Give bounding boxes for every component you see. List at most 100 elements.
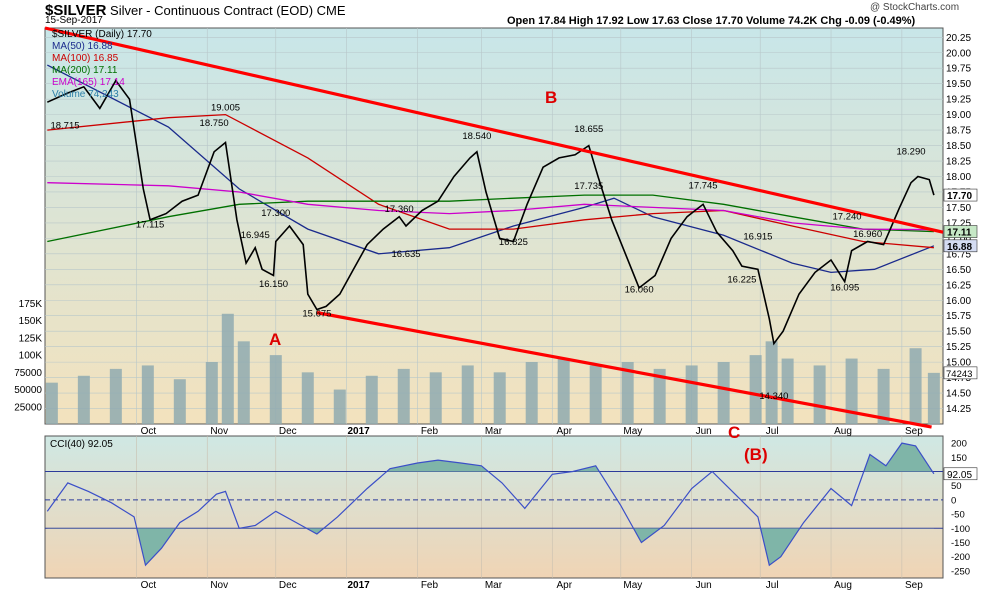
volume-bar — [237, 341, 250, 424]
price-tick-label: 18.50 — [946, 141, 971, 152]
cci-tick-label: 0 — [951, 495, 956, 506]
volume-bar — [77, 375, 90, 424]
axis-value-text: 17.70 — [947, 191, 972, 202]
volume-bar — [653, 368, 666, 424]
price-tick-label: 14.50 — [946, 389, 971, 400]
volume-bar — [493, 372, 506, 424]
volume-bar — [269, 355, 282, 424]
cci-x-tick-label: Feb — [421, 580, 439, 591]
cci-panel-bg — [44, 435, 944, 579]
price-x-tick-label: Jun — [696, 426, 712, 437]
cci-x-tick-label: Mar — [485, 580, 503, 591]
price-tick-label: 17.00 — [946, 234, 971, 245]
volume-bar — [557, 358, 570, 424]
price-label: 16.095 — [830, 282, 859, 293]
price-x-tick-label: Dec — [279, 426, 297, 437]
volume-value-box — [943, 366, 978, 380]
price-tick-label: 18.75 — [946, 126, 971, 137]
chart-symbol: $SILVER Silver - Continuous Contract (EO… — [45, 2, 346, 19]
volume-bar — [927, 372, 940, 424]
cci-value-text: 92.05 — [947, 470, 972, 481]
price-tick-label: 15.75 — [946, 311, 971, 322]
price-line — [46, 79, 935, 346]
price-tick-label: 17.25 — [946, 218, 971, 229]
cci-line — [46, 442, 935, 567]
trendline — [44, 26, 944, 234]
price-label: 16.825 — [499, 237, 528, 248]
volume-bar — [173, 379, 186, 424]
chart-date: 15-Sep-2017 — [45, 15, 103, 26]
cci-x-tick-label: Apr — [556, 580, 572, 591]
price-tick-label: 18.00 — [946, 172, 971, 183]
price-label: 18.715 — [50, 120, 79, 131]
legend-price: $SILVER (Daily) 17.70 — [52, 29, 152, 40]
cci-x-tick-label: Nov — [210, 580, 228, 591]
price-x-tick-label: Apr — [556, 426, 572, 437]
cci-x-tick-label: Jul — [766, 580, 779, 591]
wave-label-b: B — [545, 88, 557, 107]
price-label: 17.115 — [136, 219, 164, 230]
ohlc-summary: Open 17.84 High 17.92 Low 17.63 Close 17… — [507, 15, 916, 27]
price-tick-label: 20.25 — [946, 33, 971, 44]
price-tick-label: 20.00 — [946, 48, 971, 59]
legend-ma100: MA(100) 16.85 — [52, 53, 119, 64]
price-tick-label: 15.50 — [946, 327, 971, 338]
volume-tick-label: 25000 — [14, 402, 42, 413]
symbol-name: Silver - Continuous Contract (EOD) CME — [110, 3, 346, 18]
price-label: 18.655 — [574, 124, 603, 135]
price-label: 17.240 — [832, 212, 861, 223]
volume-tick-label: 100K — [19, 351, 43, 362]
price-tick-label: 17.50 — [946, 203, 971, 214]
price-x-axis: Oct Nov Dec 2017 Feb Mar Apr May Jun Jul Aug Sep — [141, 426, 924, 437]
price-tick-label: 16.00 — [946, 296, 971, 307]
price-series — [46, 79, 935, 346]
cci-tick-label: -150 — [951, 538, 970, 549]
cci-x-tick-label: Aug — [834, 580, 852, 591]
price-label: 17.735 — [574, 181, 603, 192]
price-label: 16.945 — [241, 230, 270, 241]
price-x-tick-label: Nov — [210, 426, 228, 437]
price-x-tick-label: Aug — [834, 426, 852, 437]
wave-label-b-paren: (B) — [744, 445, 768, 464]
price-label: 17.745 — [689, 180, 718, 191]
wave-label-a: A — [269, 330, 281, 349]
volume-tick-label: 150K — [19, 316, 43, 327]
price-tick-label: 16.25 — [946, 280, 971, 291]
price-panel-bg — [44, 27, 944, 425]
price-label: 16.960 — [853, 229, 882, 240]
price-tick-label: 19.50 — [946, 79, 971, 90]
price-x-tick-label: 2017 — [347, 426, 370, 437]
cci-value-box — [943, 467, 978, 481]
volume-bar — [525, 362, 538, 424]
volume-tick-label: 125K — [19, 333, 43, 344]
price-tick-label: 19.25 — [946, 95, 971, 106]
price-label: 14.340 — [759, 391, 788, 402]
price-tick-label: 15.25 — [946, 342, 971, 353]
volume-bar — [221, 313, 234, 424]
volume-bar — [765, 341, 778, 424]
price-label: 16.635 — [391, 249, 420, 260]
volume-y-axis: 25000 50000 75000 100K 125K 150K 175K — [14, 299, 42, 413]
volume-bar — [749, 355, 762, 424]
price-x-tick-label: Feb — [421, 426, 439, 437]
price-label: 18.750 — [200, 118, 229, 129]
axis-value-boxes: 17.70 17.11 16.88 74243 92.05 — [943, 188, 978, 481]
wave-label-c: C — [728, 423, 740, 442]
volume-bar — [205, 362, 218, 424]
price-y-axis: 14.2514.5014.7515.0015.2515.5015.7516.00… — [946, 33, 971, 415]
cci-x-tick-label: 2017 — [347, 580, 370, 591]
price-label: 16.060 — [625, 285, 654, 296]
price-tick-label: 16.50 — [946, 265, 971, 276]
volume-bar — [429, 372, 442, 424]
price-labels: 18.715 19.005 18.750 17.115 16.945 17.300 16.1… — [50, 102, 925, 402]
volume-bar — [109, 368, 122, 424]
price-label: 16.225 — [727, 274, 756, 285]
price-x-tick-label: Oct — [141, 426, 157, 437]
volume-bars — [45, 313, 940, 424]
price-label: 16.915 — [743, 232, 772, 243]
legend-ema165: EMA(165) 17.14 — [52, 77, 125, 88]
copyright: @ StockCharts.com — [870, 2, 960, 13]
cci-tick-label: -50 — [951, 510, 965, 521]
